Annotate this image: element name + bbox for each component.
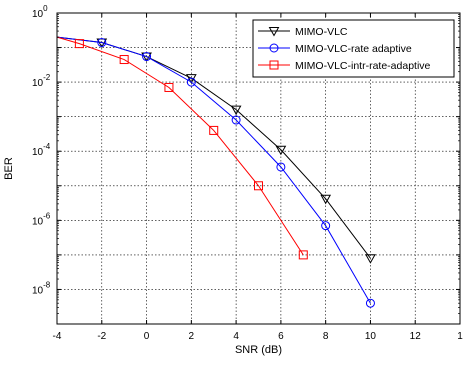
y-tick-label-exponent: -2 bbox=[43, 73, 51, 82]
data-point bbox=[320, 194, 332, 205]
legend-item: MIMO-VLC-intr-rate-adaptive bbox=[258, 60, 431, 72]
x-tick-label: 6 bbox=[278, 331, 284, 342]
data-point bbox=[275, 145, 287, 156]
data-point bbox=[321, 221, 331, 231]
y-tick-label-exponent: -8 bbox=[43, 280, 51, 289]
y-tick-label: 10-8 bbox=[32, 280, 51, 296]
x-tick-label: 10 bbox=[365, 331, 377, 342]
data-point bbox=[97, 38, 107, 48]
y-axis-label: BER bbox=[3, 157, 15, 180]
y-tick-label-base: 10 bbox=[32, 147, 44, 158]
x-tick-label: -2 bbox=[97, 331, 106, 342]
legend-marker bbox=[269, 60, 279, 70]
x-axis-label: SNR (dB) bbox=[235, 344, 282, 356]
y-tick-label: 10-2 bbox=[32, 73, 51, 89]
data-point bbox=[365, 254, 376, 264]
x-tick-label: 8 bbox=[323, 331, 329, 342]
y-tick-label: 100 bbox=[32, 4, 48, 20]
legend-item: MIMO-VLC-rate adaptive bbox=[258, 43, 412, 55]
legend-item: MIMO-VLC bbox=[258, 26, 348, 38]
x-tick-label: -4 bbox=[53, 331, 62, 342]
grid bbox=[57, 13, 460, 324]
y-tick-label-base: 10 bbox=[32, 9, 44, 20]
legend-marker bbox=[268, 27, 280, 37]
y-tick-label-base: 10 bbox=[32, 285, 44, 296]
data-point bbox=[365, 298, 375, 308]
data-point bbox=[74, 39, 84, 49]
series-line bbox=[56, 36, 371, 304]
y-tick-label: 10-6 bbox=[32, 211, 51, 227]
legend-label: MIMO-VLC-rate adaptive bbox=[295, 43, 412, 55]
legend-marker bbox=[269, 43, 279, 53]
y-tick-label-base: 10 bbox=[32, 78, 44, 89]
data-point bbox=[276, 162, 286, 172]
series-mimo-vlc-intr-rate-adaptive bbox=[56, 36, 308, 260]
legend-label: MIMO-VLC-intr-rate-adaptive bbox=[295, 60, 431, 72]
series-mimo-vlc-rate-adaptive bbox=[56, 36, 375, 308]
data-point bbox=[298, 250, 308, 260]
x-tick-label: 1 bbox=[457, 331, 463, 342]
data-point bbox=[254, 181, 263, 191]
y-tick-label-exponent: -4 bbox=[43, 142, 51, 151]
y-tick-label: 10-4 bbox=[32, 142, 51, 158]
y-tick-label-exponent: -6 bbox=[43, 211, 51, 220]
legend-label: MIMO-VLC bbox=[295, 26, 348, 38]
x-tick-label: 0 bbox=[144, 331, 150, 342]
x-tick-label: 12 bbox=[410, 331, 422, 342]
plot-frame bbox=[56, 12, 461, 325]
data-point bbox=[119, 55, 129, 65]
x-tick-label: 4 bbox=[233, 331, 239, 342]
series-layer bbox=[56, 36, 376, 308]
data-point bbox=[142, 52, 152, 62]
data-point bbox=[186, 77, 196, 87]
data-point bbox=[209, 125, 219, 135]
data-point bbox=[230, 105, 242, 116]
y-tick-label-exponent: 0 bbox=[43, 4, 48, 13]
data-point bbox=[164, 82, 174, 92]
y-tick-label-base: 10 bbox=[32, 216, 44, 227]
x-tick-label: 2 bbox=[189, 331, 195, 342]
series-line bbox=[56, 36, 304, 256]
legend: MIMO-VLC MIMO-VLC-rate adaptive MIMO-VLC-i… bbox=[252, 19, 455, 78]
data-point bbox=[231, 115, 241, 125]
